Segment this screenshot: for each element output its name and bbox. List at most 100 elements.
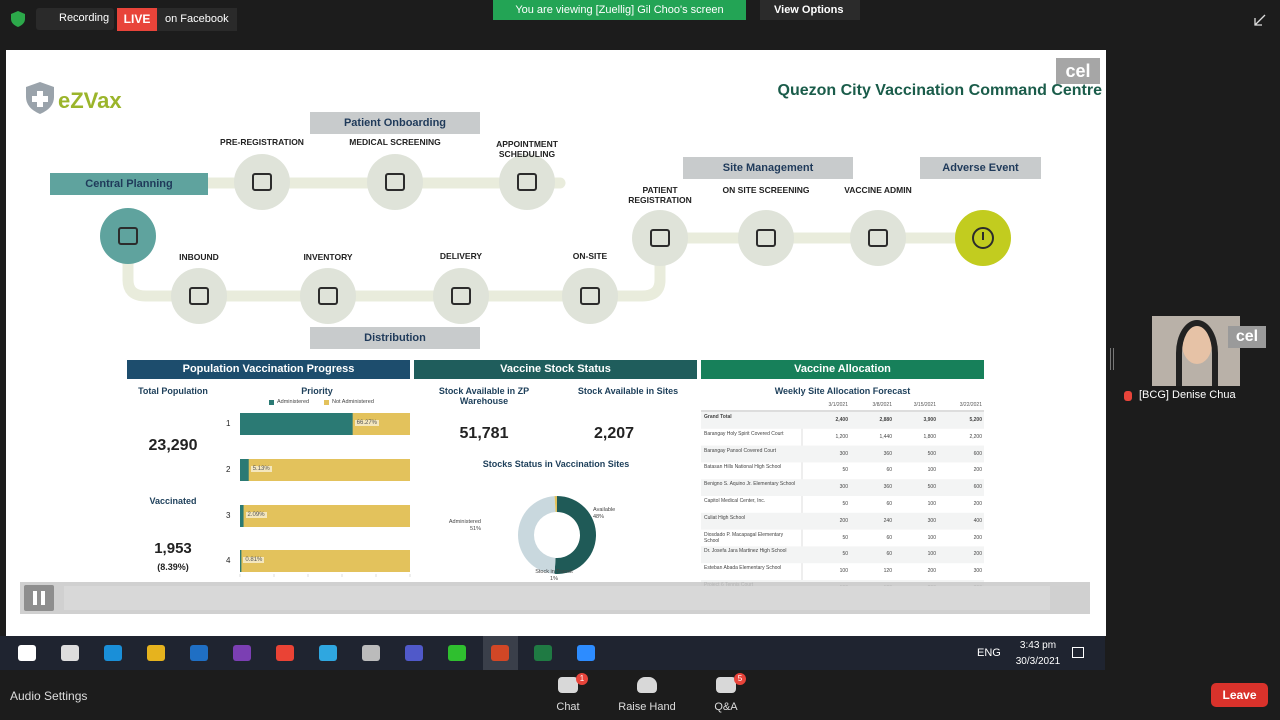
cell: 50 xyxy=(842,551,848,558)
kpi-value: 23,290 xyxy=(148,437,198,454)
cell: 400 xyxy=(973,517,982,524)
cell: 600 xyxy=(973,450,982,457)
cell: 500 xyxy=(927,484,936,491)
row-band xyxy=(701,512,984,530)
cell: 200 xyxy=(973,551,982,558)
taskbar-icon[interactable] xyxy=(491,645,509,661)
step-label: INBOUND xyxy=(179,252,219,262)
taskbar-icon[interactable] xyxy=(233,645,251,661)
step-icon xyxy=(756,229,776,247)
column-header: 3/8/2021 xyxy=(872,402,892,408)
notifications xyxy=(1072,647,1084,658)
category-label: 4 xyxy=(226,556,231,565)
legend-swatch xyxy=(324,400,329,405)
slice-label: 51% xyxy=(469,526,481,532)
taskbar-icon[interactable] xyxy=(405,645,423,661)
row-band xyxy=(701,412,984,429)
row-name: Barangay Pansol Covered Court xyxy=(704,447,776,454)
legend-swatch xyxy=(269,400,274,405)
cell: 300 xyxy=(839,450,848,457)
step-icon xyxy=(580,287,600,305)
live-on: on Facebook xyxy=(157,8,237,31)
bar-remainder xyxy=(240,505,410,527)
taskbar-icon[interactable] xyxy=(448,645,466,661)
cell: 360 xyxy=(883,484,892,491)
pause-bar xyxy=(41,591,45,605)
step-icon xyxy=(118,227,138,245)
stage-label: Adverse Event xyxy=(920,157,1041,179)
cell: 50 xyxy=(842,467,848,474)
taskbar-icon[interactable] xyxy=(147,645,165,661)
cell: 120 xyxy=(883,568,892,575)
taskbar-icon[interactable] xyxy=(362,645,380,661)
cell: 600 xyxy=(973,484,982,491)
pause-button[interactable] xyxy=(24,585,54,611)
badge: 5 xyxy=(734,673,746,685)
bar-remainder xyxy=(240,550,410,572)
slice-name: Stock in Transit xyxy=(535,569,573,575)
panel-header: Vaccine Stock Status xyxy=(414,360,697,379)
cell: 1,200 xyxy=(835,433,848,440)
live-badge: LIVE xyxy=(117,8,157,31)
control-button[interactable]: Raise Hand xyxy=(618,701,676,713)
taskbar-icon[interactable] xyxy=(319,645,337,661)
category-label: 1 xyxy=(226,419,231,428)
taskbar-icon[interactable] xyxy=(18,645,36,661)
cell: 360 xyxy=(883,450,892,457)
step-circle xyxy=(234,154,290,210)
donut-slice xyxy=(554,496,557,513)
step-icon xyxy=(868,229,888,247)
row-name: Grand Total xyxy=(704,414,732,420)
chart-title: Stocks Status in Vaccination Sites xyxy=(482,459,630,469)
row-name: Diosdado P. Macapagal Elementary School xyxy=(704,531,784,544)
cell: 200 xyxy=(973,467,982,474)
row-band xyxy=(701,546,984,564)
cell: 50 xyxy=(842,534,848,541)
taskbar-icon[interactable] xyxy=(534,645,552,661)
slide-title: Quezon City Vaccination Command Centre xyxy=(777,82,1103,99)
column-header: 3/22/2021 xyxy=(959,402,982,408)
kpi-label: Stock Available in Sites xyxy=(577,386,679,396)
cell: 50 xyxy=(842,501,848,507)
leave-button[interactable]: Leave xyxy=(1211,683,1268,707)
cell: 60 xyxy=(886,467,892,474)
taskbar-icon[interactable] xyxy=(276,645,294,661)
cell: 60 xyxy=(886,501,892,507)
cell: 100 xyxy=(927,534,936,541)
table-title: Weekly Site Allocation Forecast xyxy=(774,386,911,396)
tray-time: 3:43 pm xyxy=(1019,640,1057,651)
step-label: DELIVERY xyxy=(439,251,483,261)
bar-remainder xyxy=(240,459,410,481)
panel-header: Vaccine Allocation xyxy=(701,360,984,379)
view-options[interactable]: View Options xyxy=(760,0,860,20)
audio-settings[interactable]: Audio Settings xyxy=(10,689,88,703)
step-icon xyxy=(650,229,670,247)
cell: 500 xyxy=(927,450,936,457)
legend-entry: Not Administered xyxy=(332,399,374,405)
slice-name: Available xyxy=(593,507,616,513)
step-circle xyxy=(562,268,618,324)
kpi-label: Total Population xyxy=(138,386,208,396)
shared-slide xyxy=(6,50,1106,636)
adverse-icon xyxy=(972,227,994,249)
cell: 200 xyxy=(839,517,848,524)
step-circle xyxy=(433,268,489,324)
taskbar-icon[interactable] xyxy=(577,645,595,661)
taskbar-icon[interactable] xyxy=(190,645,208,661)
tray-date: 30/3/2021 xyxy=(1015,656,1061,667)
row-name: Culiat High School xyxy=(704,514,746,521)
taskbar-icon[interactable] xyxy=(61,645,79,661)
chart-title: Priority xyxy=(301,386,333,396)
bar-label: 66.27% xyxy=(354,420,380,426)
cell: 1,800 xyxy=(923,433,936,440)
viewing-banner: You are viewing [Zuellig] Gil Choo's scr… xyxy=(493,0,746,20)
cell: 2,400 xyxy=(835,417,848,423)
step-label: ON-SITE xyxy=(572,251,608,261)
taskbar-icon[interactable] xyxy=(104,645,122,661)
kpi-label: Stock Available in ZP Warehouse xyxy=(438,386,530,406)
slide-badge: cel xyxy=(1056,58,1100,84)
control-button[interactable]: Q&A xyxy=(714,701,738,713)
control-button[interactable]: Chat xyxy=(556,701,580,713)
panel-header: Population Vaccination Progress xyxy=(127,360,410,379)
slice-name: Administered xyxy=(448,519,481,525)
